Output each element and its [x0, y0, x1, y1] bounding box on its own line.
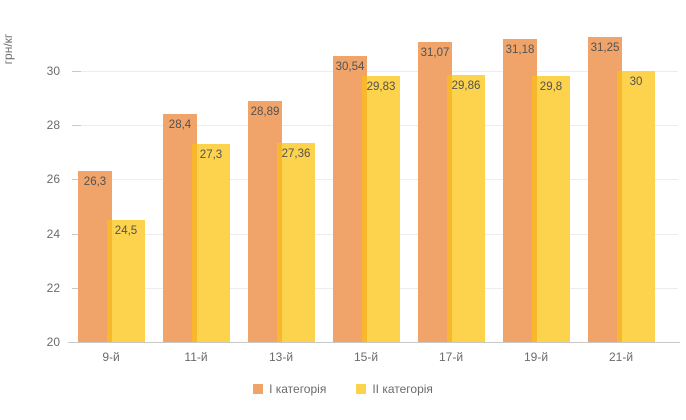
bar-series-1-cat-3[interactable] [333, 56, 367, 342]
x-tick-label-1: 11-й [184, 350, 208, 364]
y-tick-label: 20 [46, 335, 60, 349]
bar-series-2-cat-1[interactable] [192, 144, 230, 342]
bar-value-label-series-2: 29,86 [451, 79, 481, 92]
bar-value-label-series-2: 30 [629, 76, 643, 88]
x-tick-label-6: 21-й [608, 350, 634, 364]
bar-series-1-cat-4[interactable] [418, 42, 452, 342]
x-tick-label-3: 15-й [353, 350, 379, 364]
bar-value-label-series-1: 31,07 [420, 47, 450, 59]
legend-item-2[interactable]: II категорія [356, 382, 433, 396]
bar-value-label-series-2: 29,83 [366, 80, 396, 93]
x-tick-label-0: 9-й [102, 350, 120, 364]
bar-series-1-cat-1[interactable] [163, 114, 197, 342]
bar-series-2-cat-3[interactable] [362, 75, 400, 342]
bar-value-label-series-1: 31,25 [590, 42, 620, 55]
y-tick-mark [72, 125, 81, 127]
bar-series-1-cat-6[interactable] [588, 37, 622, 342]
bar-value-label-series-2: 29,8 [539, 81, 563, 94]
bar-value-label-series-1: 26,3 [83, 176, 107, 189]
bar-series-2-cat-6[interactable] [617, 71, 655, 342]
bar-value-label-series-1: 28,4 [168, 119, 192, 132]
x-tick-label-5: 19-й [523, 350, 549, 364]
y-tick-label: 26 [46, 172, 60, 187]
bar-value-label-series-1: 30,54 [335, 61, 365, 74]
x-tick-label-2: 13-й [268, 350, 294, 364]
legend-swatch-icon [253, 384, 264, 394]
y-tick-label: 22 [46, 280, 60, 295]
x-tick-label-4: 17-й [438, 350, 464, 364]
legend-swatch-icon [356, 384, 367, 394]
bar-value-label-series-1: 31,18 [505, 44, 535, 57]
y-tick-mark [72, 179, 81, 181]
bar-series-1-cat-2[interactable] [248, 101, 282, 342]
bar-series-2-cat-4[interactable] [447, 74, 485, 342]
y-axis-title: грн/кг [1, 33, 15, 65]
y-tick-mark [72, 71, 81, 72]
legend-label: II категорія [372, 382, 433, 396]
legend: I категорія II категорія [0, 382, 686, 396]
bar-value-label-series-2: 27,3 [199, 149, 223, 162]
bar-series-2-cat-2[interactable] [277, 142, 315, 342]
y-tick-mark [72, 287, 81, 289]
bar-value-label-series-1: 28,89 [250, 106, 280, 119]
bar-series-1-cat-0[interactable] [78, 171, 112, 342]
y-tick-mark [72, 233, 81, 235]
bar-series-2-cat-5[interactable] [532, 76, 570, 342]
bar-value-label-series-2: 27,36 [281, 147, 311, 160]
y-tick-label: 28 [46, 118, 60, 133]
legend-item-1[interactable]: I категорія [253, 382, 326, 396]
y-tick-label: 24 [46, 226, 60, 241]
legend-label: I категорія [269, 382, 327, 396]
x-axis-line [68, 342, 680, 343]
y-tick-label: 30 [46, 64, 60, 78]
gridline [72, 71, 678, 72]
bar-value-label-series-2: 24,5 [114, 225, 138, 238]
bar-series-1-cat-5[interactable] [503, 39, 537, 342]
bar-series-2-cat-0[interactable] [107, 220, 145, 342]
